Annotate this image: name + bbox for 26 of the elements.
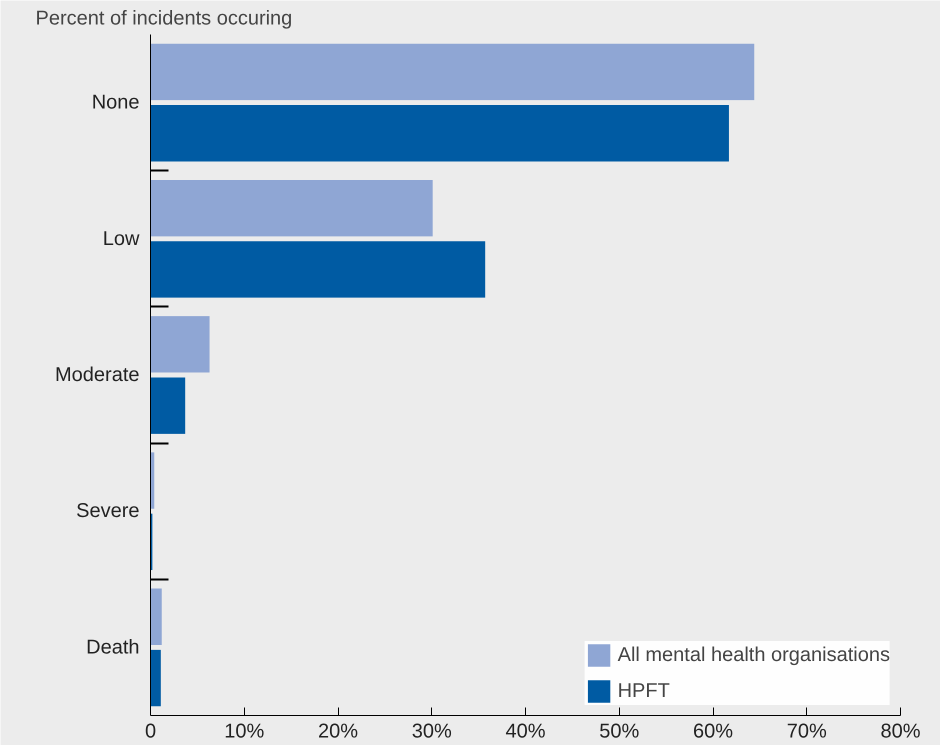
y-tick-label: Severe bbox=[76, 500, 140, 522]
bar bbox=[150, 650, 161, 706]
x-tick-label: 70% bbox=[786, 720, 827, 742]
x-tick-label: 0 bbox=[144, 720, 156, 742]
x-tick-label: 60% bbox=[692, 720, 734, 742]
y-tick-label: Moderate bbox=[55, 364, 140, 386]
x-tick-label: 80% bbox=[880, 720, 921, 742]
bar bbox=[150, 241, 486, 298]
bar bbox=[150, 588, 162, 645]
legend-label: HPFT bbox=[618, 680, 670, 702]
x-tick-label: 20% bbox=[318, 720, 358, 742]
y-tick-label: Low bbox=[102, 228, 140, 250]
x-tick-label: 30% bbox=[412, 720, 452, 742]
x-tick-label: 40% bbox=[505, 720, 546, 742]
legend-label: All mental health organisations bbox=[618, 644, 890, 666]
y-tick-label: Death bbox=[86, 636, 140, 658]
bar bbox=[150, 316, 210, 373]
y-tick-label: None bbox=[92, 92, 140, 114]
bar bbox=[150, 44, 754, 100]
bar bbox=[150, 452, 154, 509]
bar bbox=[150, 105, 729, 162]
x-tick-label: 50% bbox=[599, 720, 640, 742]
bar bbox=[150, 377, 186, 434]
chart-title: Percent of incidents occuring bbox=[36, 8, 292, 30]
x-tick-label: 10% bbox=[224, 720, 264, 742]
bar bbox=[150, 180, 433, 236]
